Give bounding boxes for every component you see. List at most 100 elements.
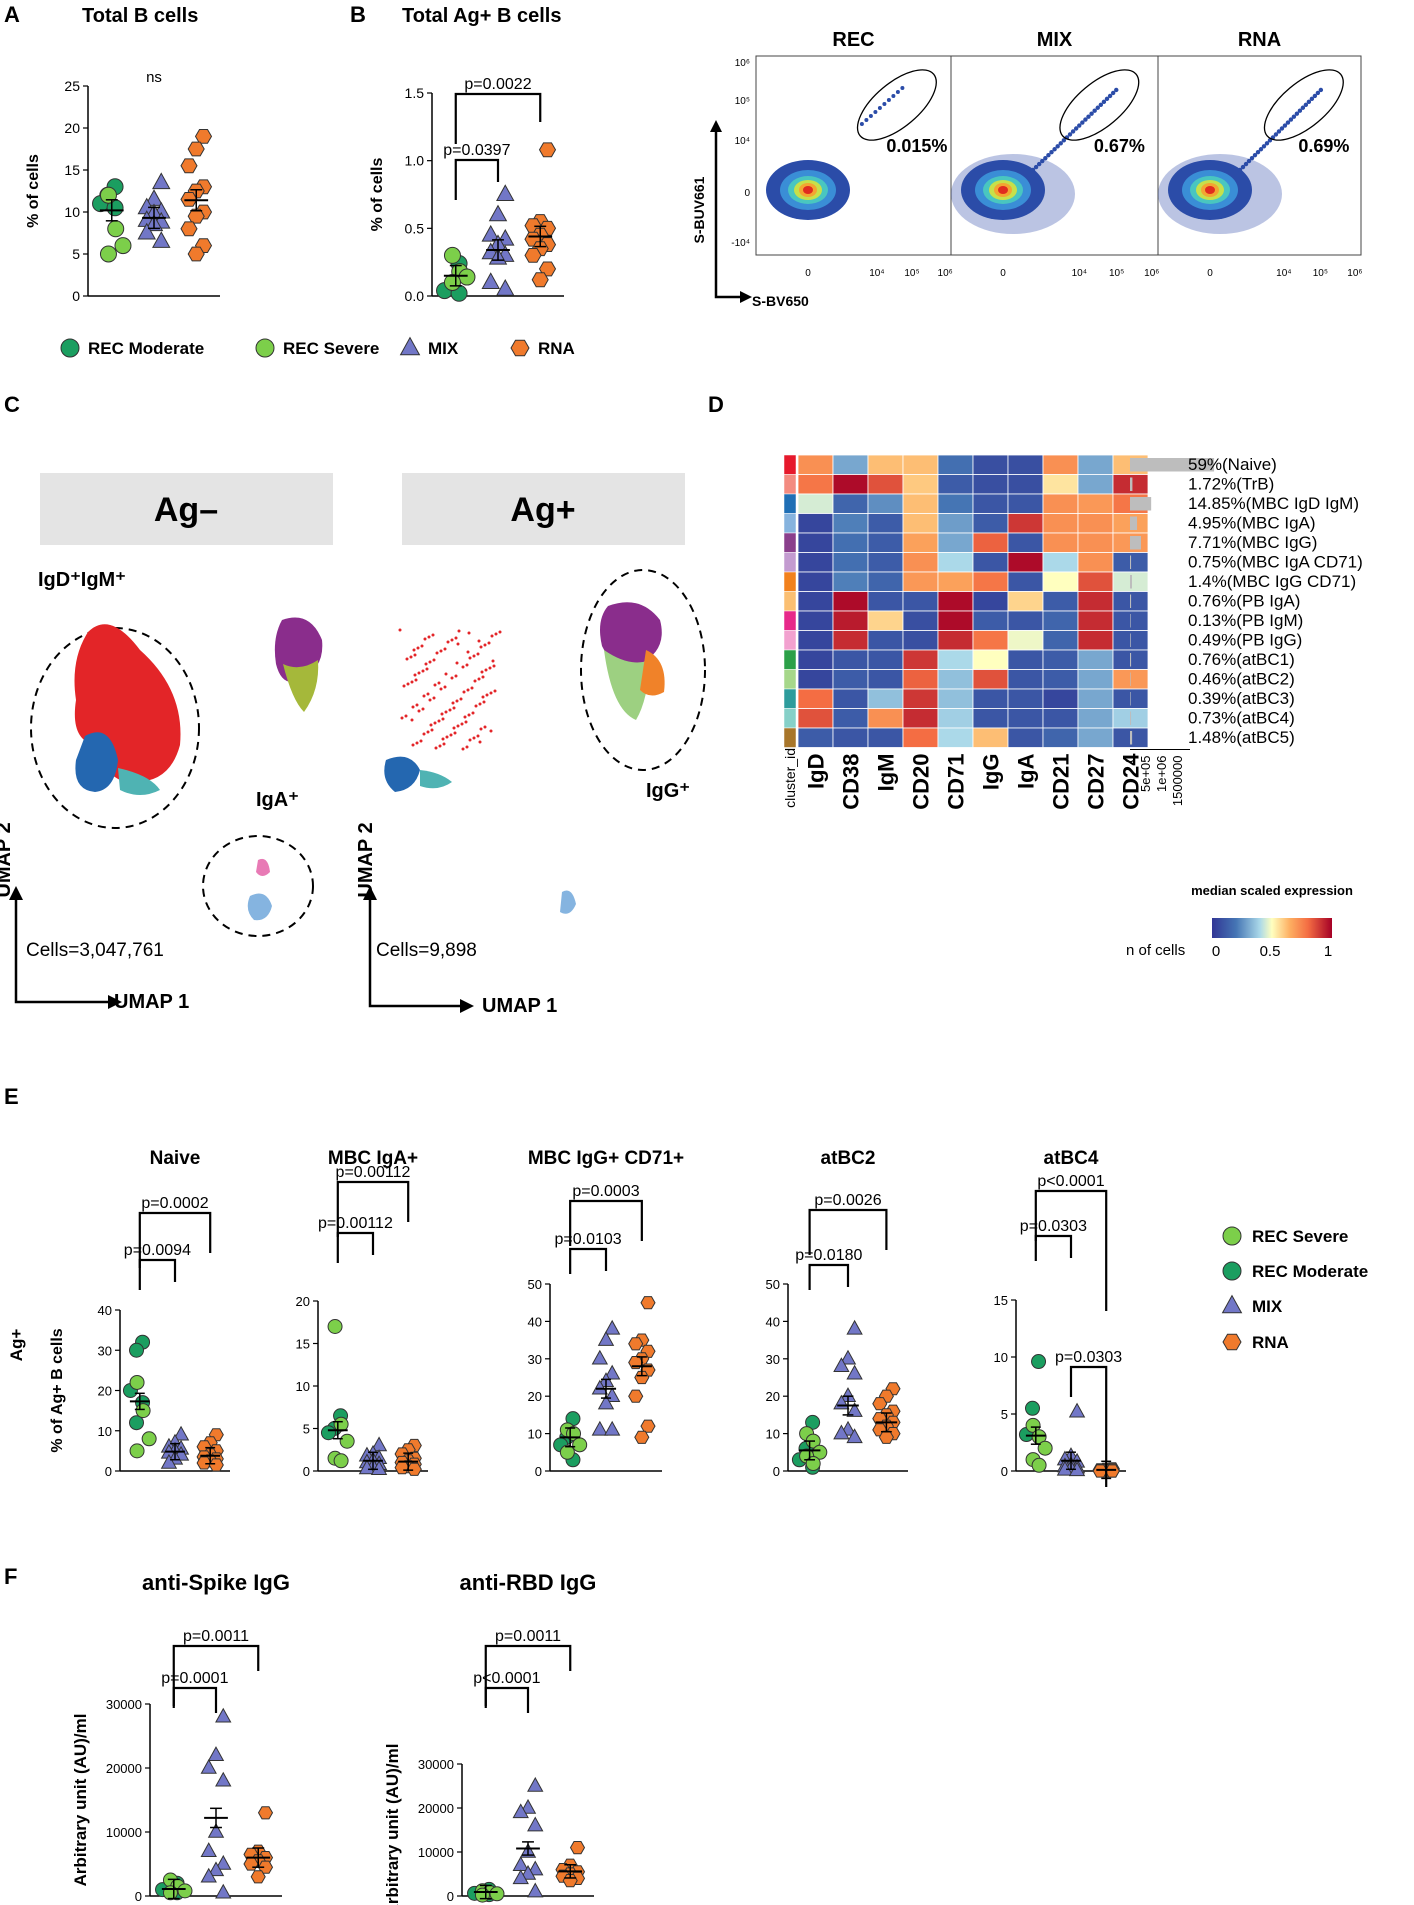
event-dot [1294, 111, 1300, 116]
flow-x-label: S-BV650 [752, 293, 809, 309]
scale-tick: 0.5 [1260, 943, 1281, 960]
umap-cell [410, 680, 414, 684]
event-dot [1270, 135, 1276, 140]
data-point [628, 1389, 644, 1403]
heatmap-cell [1042, 591, 1079, 612]
umap-cell [416, 646, 420, 650]
event-dot [1318, 87, 1324, 93]
marker-label: CD38 [839, 754, 864, 810]
data-point [200, 1867, 217, 1883]
heatmap-cell [902, 649, 939, 670]
significance-bracket [336, 1180, 410, 1237]
umap-cell [427, 635, 431, 639]
chart-title: anti-Spike IgG [142, 1570, 290, 1595]
heatmap-cell [797, 552, 834, 573]
cell-count-bar [1130, 555, 1132, 569]
heatmap-cell [937, 630, 974, 651]
flow-x-tick: 10⁵ [904, 268, 919, 279]
heatmap-cell [1007, 649, 1044, 670]
data-point [640, 1419, 656, 1433]
umap-cell [425, 667, 429, 671]
y-tick-label: 10 [296, 1379, 310, 1394]
event-dot [1040, 158, 1045, 164]
umap-axis-arrow [14, 898, 110, 1004]
y-tick-label: 25 [64, 78, 80, 94]
event-dot [864, 118, 869, 122]
umap-cell [471, 711, 475, 715]
significance-bracket [336, 1231, 375, 1263]
data-point [129, 1342, 144, 1358]
heatmap-cell [797, 493, 834, 514]
heatmap-cell [1042, 532, 1079, 553]
data-point [489, 1886, 505, 1902]
umap-cell [456, 724, 460, 728]
event-dot [1033, 164, 1039, 170]
umap-cell [492, 664, 496, 668]
ncells-tick: 1500000 [1170, 756, 1185, 807]
umap-cell [470, 686, 474, 690]
heatmap-cell [797, 610, 834, 631]
significance-bracket [484, 1686, 530, 1713]
heatmap-cell [1007, 669, 1044, 690]
umap-cell [415, 741, 419, 745]
heatmap-cell [972, 493, 1009, 514]
data-point [327, 1319, 343, 1334]
ag-neg-header: Ag– [154, 491, 218, 529]
panel-b-plot: Total Ag+ B cells 0.0 0.5 1.0 1.5 % of cells p… [369, 5, 564, 304]
umap-cell [442, 742, 446, 746]
cluster-outline [580, 569, 706, 771]
scale-tick: 0 [1212, 943, 1220, 960]
flow-x-tick: 0 [1000, 268, 1006, 279]
y-tick-label: 20 [766, 1389, 780, 1404]
flow-x-tick: 10⁵ [1313, 268, 1328, 279]
data-point [603, 1319, 621, 1335]
heatmap-cell [1007, 474, 1044, 495]
umap-cluster-mbc-igd [75, 732, 118, 792]
heatmap-cell [832, 708, 869, 729]
heatmap-cell [1007, 552, 1044, 573]
umap-cell [460, 722, 464, 726]
umap-cell [424, 662, 428, 666]
umap-cell [449, 733, 453, 737]
umap-cell [441, 737, 445, 741]
y-tick-label: 0 [535, 1464, 542, 1479]
data-point [99, 245, 117, 263]
data-point [129, 1374, 145, 1390]
data-point [559, 1444, 575, 1460]
data-point [527, 1882, 544, 1898]
y-tick-label: 40 [98, 1303, 112, 1318]
data-point [846, 1428, 863, 1444]
chart-title: atBC2 [821, 1148, 876, 1169]
gate-percentage: 0.69% [1298, 136, 1349, 156]
event-dot [1246, 158, 1252, 164]
label-igd-igm: IgD⁺IgM⁺ [38, 569, 126, 591]
umap-cell [465, 745, 469, 749]
event-dot [1291, 114, 1297, 119]
y-tick-label: 15 [994, 1293, 1008, 1308]
heatmap-cell [902, 727, 939, 748]
y-tick-label: 0 [105, 1464, 112, 1479]
umap-cell [465, 663, 469, 667]
data-point [208, 1458, 224, 1472]
umap-cell [398, 628, 402, 632]
significance-bracket [138, 1258, 177, 1290]
y-tick-label: 0.5 [405, 220, 425, 236]
umap-cell [412, 648, 416, 652]
ncells-tick: 5e+05 [1138, 756, 1153, 793]
cluster-color-swatch [783, 610, 797, 631]
ag-pos-header: Ag+ [510, 491, 575, 529]
event-dot [1046, 152, 1051, 158]
event-dot [1077, 123, 1082, 128]
heatmap-cell [832, 454, 869, 475]
data-point [846, 1364, 863, 1380]
significance-bracket [172, 1686, 218, 1713]
data-point [603, 1420, 621, 1436]
cell-count-bar [1130, 497, 1152, 511]
heatmap-cell [937, 727, 974, 748]
event-dot [1252, 152, 1258, 158]
y-axis-label: Arbitrary unit (AU)/ml [71, 1714, 90, 1887]
data-point [339, 1433, 355, 1449]
y-tick-label: 20 [64, 120, 80, 136]
event-dot [1083, 117, 1088, 122]
cells-count-left: Cells=3,047,761 [26, 940, 164, 961]
